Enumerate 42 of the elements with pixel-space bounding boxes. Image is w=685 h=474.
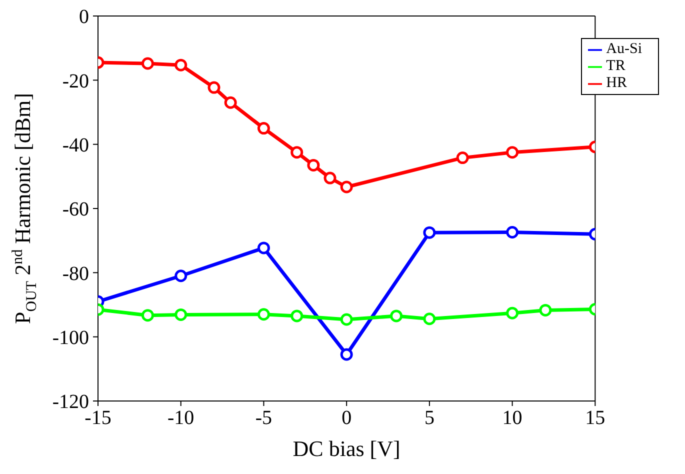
point [257,308,270,321]
point [506,146,519,159]
point [141,309,154,322]
point [423,226,436,239]
point [340,180,353,194]
x-tick-label: -5 [255,407,272,430]
y-tick-label: -20 [62,70,89,92]
point [506,226,519,238]
point [307,158,320,172]
point [174,58,188,72]
point [141,57,154,70]
y-tick-label: -60 [62,198,89,221]
legend-label: HR [606,75,627,91]
point [290,146,304,159]
y-axis-title: POUT 2nd Harmonic [dBm] [10,93,40,324]
x-axis-title: DC bias [V] [292,436,400,461]
point [423,312,436,326]
point [506,306,519,320]
point [257,242,270,254]
legend-label: TR [606,58,626,74]
point [324,172,336,184]
point [208,81,220,94]
x-tick-label: 10 [502,407,522,430]
point [290,310,304,322]
point [174,270,188,282]
point [340,313,353,326]
point [224,96,237,109]
point [340,348,353,361]
point [539,304,552,316]
x-tick-label: 0 [342,407,352,430]
y-tick-label: -80 [62,262,89,285]
legend-label: Au-Si [606,41,642,57]
x-tick-label: -10 [168,407,194,430]
point [257,122,270,135]
y-tick-label: 0 [79,6,89,28]
point [390,310,403,322]
x-tick-label: 5 [424,407,434,430]
x-tick-label: 15 [585,407,606,430]
point [456,152,469,164]
y-tick-label: -40 [62,134,89,156]
y-tick-label: -100 [52,326,89,349]
point [174,308,188,321]
